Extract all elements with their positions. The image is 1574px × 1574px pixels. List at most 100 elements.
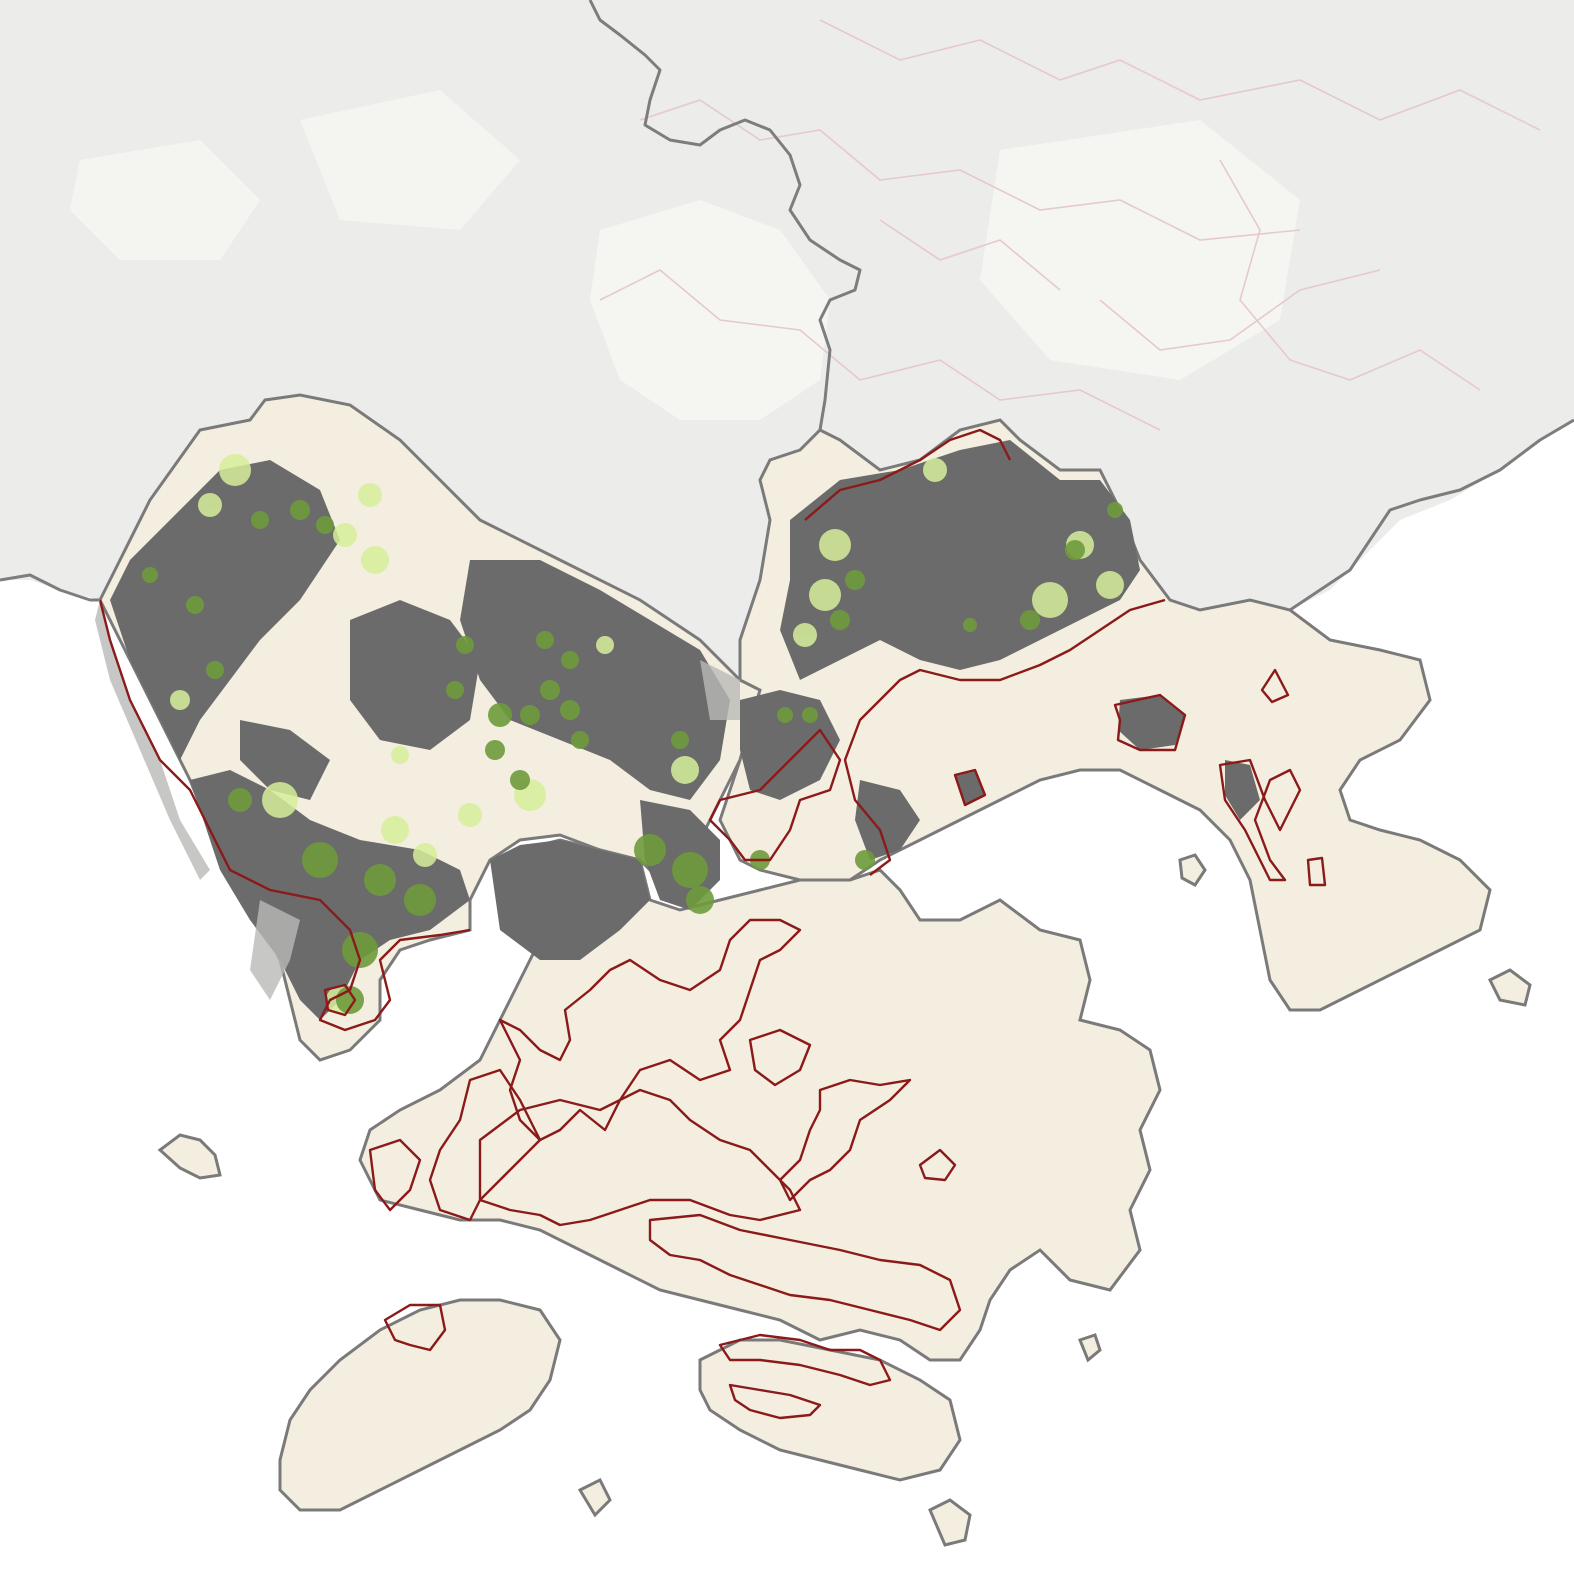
built-up-patch [190, 770, 470, 1020]
green-cluster-dark [142, 500, 1123, 1014]
green-cluster [391, 746, 409, 764]
green-cluster [560, 700, 580, 720]
protected-area-outline [383, 1303, 447, 1352]
green-cluster [488, 703, 512, 727]
island [928, 1498, 972, 1547]
green-cluster [963, 618, 977, 632]
green-cluster [413, 843, 437, 867]
green-cluster [923, 458, 947, 482]
green-cluster [251, 511, 269, 529]
green-cluster [672, 852, 708, 888]
green-cluster [198, 493, 222, 517]
green-cluster [290, 500, 310, 520]
green-cluster [206, 661, 224, 679]
faint-protected-contours [599, 19, 1541, 431]
protected-area-outline [953, 768, 987, 807]
green-cluster [1065, 540, 1085, 560]
green-cluster [671, 731, 689, 749]
green-cluster [316, 516, 334, 534]
green-cluster [830, 610, 850, 630]
green-cluster [596, 636, 614, 654]
regional-boundary-line [588, 0, 862, 431]
island [1487, 968, 1532, 1007]
green-cluster [333, 523, 357, 547]
green-cluster [1032, 582, 1068, 618]
built-up-fringe-patch [250, 900, 300, 1000]
green-cluster [540, 680, 560, 700]
green-cluster [485, 740, 505, 760]
protected-area-outline [323, 983, 357, 1017]
regional-boundary-line [0, 573, 100, 602]
built-up-patch [240, 720, 330, 800]
built-up-patch [110, 460, 340, 760]
green-cluster [228, 788, 252, 812]
built-up-patch [780, 440, 1140, 680]
island [1178, 853, 1207, 887]
green-cluster [819, 529, 851, 561]
protected-area-outline [748, 1028, 812, 1087]
protected-area-outline [648, 1213, 962, 1332]
island [577, 1477, 612, 1518]
regional-boundary [0, 0, 1574, 612]
green-cluster [571, 731, 589, 749]
hinterland-light-patch [300, 90, 520, 230]
built-up-areas [110, 440, 1260, 1020]
green-cluster [671, 756, 699, 784]
island [1078, 1333, 1102, 1363]
green-cluster [342, 932, 378, 968]
green-cluster [358, 483, 382, 507]
green-cluster [302, 842, 338, 878]
lantau-island [278, 1298, 562, 1512]
protected-area-outline [918, 1148, 957, 1182]
green-cluster [142, 567, 158, 583]
green-cluster [361, 546, 389, 574]
green-cluster [520, 705, 540, 725]
protected-area-outline [1306, 856, 1327, 887]
green-cluster [845, 570, 865, 590]
built-up-patch [460, 560, 730, 800]
island [157, 1133, 222, 1180]
built-up-patch [1118, 695, 1185, 750]
green-cluster-light [170, 454, 1124, 1014]
built-up-patch [1225, 760, 1260, 820]
protected-area-outline [708, 728, 842, 862]
green-cluster [1020, 610, 1040, 630]
protected-area-outline [1218, 758, 1302, 882]
protected-area-outline [728, 1383, 822, 1420]
green-cluster [381, 816, 409, 844]
green-cluster [219, 454, 251, 486]
hinterland-basemap [0, 0, 1574, 680]
protected-area-outline [804, 428, 1012, 521]
hong-kong-island [698, 1338, 962, 1482]
green-cluster [686, 886, 714, 914]
protected-area-outline [478, 1088, 802, 1227]
green-cluster [1107, 502, 1123, 518]
hinterland-light-patch [590, 200, 830, 420]
green-cluster [510, 770, 530, 790]
hinterland-light-patch [980, 120, 1300, 380]
green-cluster [446, 681, 464, 699]
protected-area-outline [843, 598, 1166, 876]
built-up-patch [855, 780, 920, 860]
hong-kong-mainland [358, 838, 1162, 1362]
regional-boundary-line [1289, 418, 1574, 612]
protected-area-outline [718, 1333, 892, 1387]
green-cluster [809, 579, 841, 611]
green-cluster [1096, 571, 1124, 599]
protected-area-outline [498, 918, 802, 1142]
green-cluster [793, 623, 817, 647]
hinterland-light-patch [70, 140, 260, 260]
protected-area-outline [98, 599, 471, 1032]
green-cluster [456, 636, 474, 654]
green-cluster [364, 864, 396, 896]
green-cluster [170, 690, 190, 710]
green-cluster [186, 596, 204, 614]
protected-area-outline [1113, 693, 1187, 752]
protected-area-outline [1260, 668, 1290, 704]
green-cluster [458, 803, 482, 827]
green-space-clusters [142, 454, 1124, 1014]
built-up-patch [350, 600, 480, 750]
green-cluster [802, 707, 818, 723]
green-cluster [777, 707, 793, 723]
